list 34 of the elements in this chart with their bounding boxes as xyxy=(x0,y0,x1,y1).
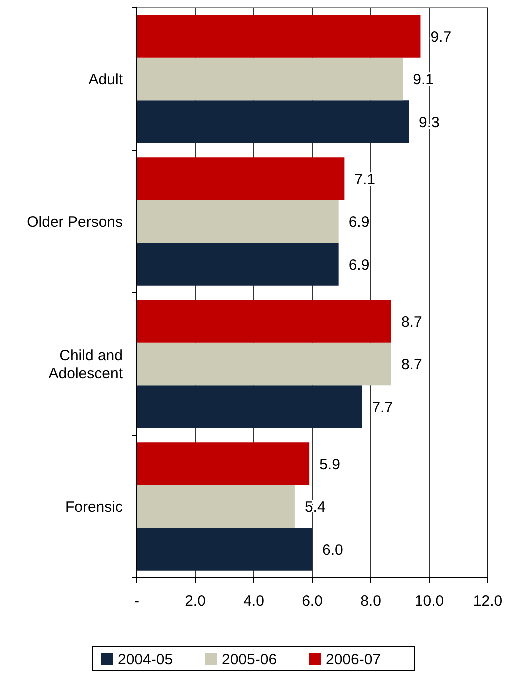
bar xyxy=(137,158,345,200)
data-label: 8.7 xyxy=(401,356,422,374)
x-tick-label: 6.0 xyxy=(302,593,323,610)
y-tick-label: Older Persons xyxy=(27,214,123,231)
bar xyxy=(137,15,421,58)
bar xyxy=(137,200,339,244)
legend-label: 2005-06 xyxy=(222,651,278,668)
bar xyxy=(137,100,410,144)
data-label: 6.9 xyxy=(348,256,370,274)
bar xyxy=(137,485,295,528)
bar xyxy=(137,58,404,101)
data-label: 8.7 xyxy=(401,314,422,331)
y-tick-label: Child and Adolescent xyxy=(48,348,124,382)
legend-label: 2006-07 xyxy=(326,651,382,668)
x-tick-label: 12.0 xyxy=(473,593,503,610)
y-tick-label: Forensic xyxy=(65,499,124,516)
data-label: 6.9 xyxy=(348,214,370,231)
bar xyxy=(137,300,392,343)
bar xyxy=(137,386,362,428)
x-tick-label: 4.0 xyxy=(244,593,264,610)
bar xyxy=(137,442,310,486)
data-label: 5.9 xyxy=(320,456,340,474)
x-tick-label: 2.0 xyxy=(185,593,206,610)
data-label: 6.0 xyxy=(322,542,344,559)
legend-label: 2004-05 xyxy=(118,651,174,668)
data-label: 9.7 xyxy=(430,28,452,46)
bar xyxy=(137,243,339,286)
data-label: 7.7 xyxy=(372,399,394,416)
x-tick-label: 8.0 xyxy=(360,593,382,610)
bar xyxy=(137,342,392,386)
y-tick-label: Adult xyxy=(88,72,124,88)
bar xyxy=(137,528,312,571)
x-tick-label: 10.0 xyxy=(414,593,444,610)
x-tick-label: - xyxy=(134,593,140,610)
